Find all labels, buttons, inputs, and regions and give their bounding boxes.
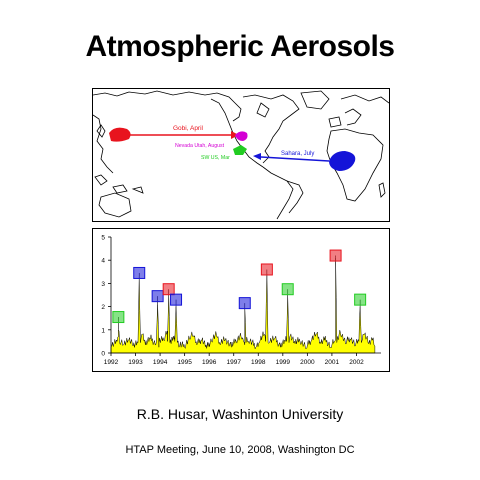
nevada-label: Nevada Utah, August: [175, 143, 225, 149]
gobi-label: Gobi, April: [173, 125, 204, 132]
event-marker: [170, 293, 183, 306]
x-tick-label: 1999: [276, 359, 291, 366]
event-marker: [329, 249, 342, 262]
y-tick-label: 4: [101, 258, 105, 265]
event-marker: [354, 293, 367, 306]
x-tick-label: 1993: [128, 359, 143, 366]
y-tick-label: 1: [101, 327, 105, 334]
x-tick-label: 1994: [153, 359, 168, 366]
world-map-panel: Gobi, April Nevada Utah, August SW US, M…: [92, 88, 390, 222]
nevada-utah-region: [235, 131, 248, 141]
event-marker: [162, 283, 175, 296]
world-map: Gobi, April Nevada Utah, August SW US, M…: [93, 90, 389, 220]
coastlines: [93, 90, 389, 220]
meeting-info: HTAP Meeting, June 10, 2008, Washington …: [125, 444, 355, 456]
aerosol-time-series-chart: 0 1 2 3 4 5 1992 1993 1994 1995 1996 1997 1998 1999 2…: [101, 235, 381, 366]
sahara-transport-arrow: [260, 156, 330, 162]
event-marker: [151, 290, 164, 303]
x-tick-label: 1995: [177, 359, 192, 366]
x-tick-label: 1992: [104, 359, 119, 366]
sw-label: SW US, Mar: [201, 155, 230, 161]
y-tick-label: 5: [101, 235, 105, 242]
y-tick-label: 3: [101, 281, 105, 288]
author-credit: R.B. Husar, Washinton University: [136, 406, 344, 422]
x-tick-label: 1997: [226, 359, 241, 366]
event-markers: [112, 249, 367, 330]
x-axis: 1992 1993 1994 1995 1996 1997 1998 1999 2000 2001…: [104, 353, 364, 366]
x-tick-label: 2002: [349, 359, 364, 366]
page-title: Atmospheric Aerosols: [85, 30, 395, 63]
sahara-dust-region: [329, 151, 356, 171]
event-marker: [133, 266, 146, 279]
x-tick-label: 2000: [300, 359, 315, 366]
event-marker: [238, 297, 251, 310]
x-tick-label: 1998: [251, 359, 266, 366]
sahara-label: Sahara, July: [281, 151, 314, 157]
y-tick-label: 2: [101, 304, 105, 311]
y-tick-label: 0: [101, 351, 105, 358]
event-marker: [112, 311, 125, 324]
y-axis: 0 1 2 3 4 5: [101, 235, 111, 358]
event-marker: [281, 283, 294, 296]
gobi-dust-region: [109, 127, 131, 142]
aerosol-area: [110, 257, 376, 354]
event-marker: [260, 263, 273, 276]
sahara-arrow-head: [253, 153, 261, 160]
x-tick-label: 1996: [202, 359, 217, 366]
sw-us-region: [233, 145, 247, 155]
aerosol-chart-panel: 0 1 2 3 4 5 1992 1993 1994 1995 1996 1997 1998 1999 2…: [92, 228, 390, 372]
x-tick-label: 2001: [325, 359, 340, 366]
